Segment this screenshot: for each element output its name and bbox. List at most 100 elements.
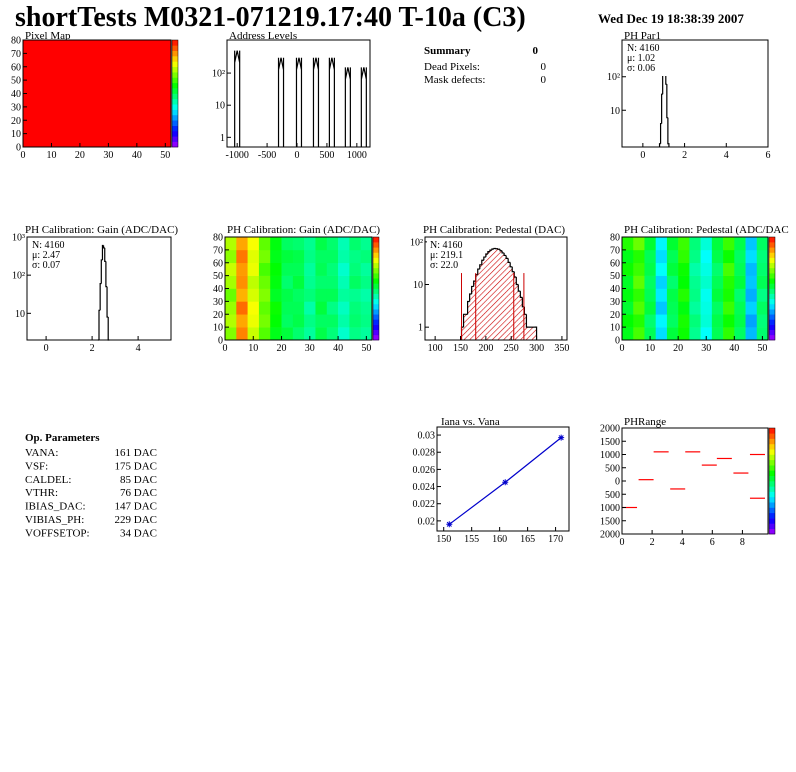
colorbar-segment <box>769 470 775 476</box>
panel-title: PH Calibration: Gain (ADC/DAC) <box>25 224 178 236</box>
y-tick-label: 10 <box>11 129 21 140</box>
colorbar-segment <box>373 319 379 325</box>
hist-fill <box>485 253 488 340</box>
x-tick-label: 40 <box>333 343 343 354</box>
panel: 0 2 4 6 8 2000 1500 1000 500 0 500 1000 1500 2000 <box>600 424 776 548</box>
param-value: 34 DAC <box>120 527 157 539</box>
heatmap-cell <box>723 275 735 289</box>
heatmap-cell <box>666 275 679 289</box>
heatmap-cell <box>622 314 634 328</box>
x-tick-label: 30 <box>305 343 315 354</box>
heatmap-cell <box>689 249 701 264</box>
heatmap-cell <box>700 262 713 276</box>
hist-fill <box>461 327 464 340</box>
heatmap-cell <box>247 249 260 264</box>
heatmap-cell <box>711 301 724 315</box>
panel-title: PH Calibration: Gain (ADC/DAC) <box>227 224 380 236</box>
hist-bin <box>103 245 105 249</box>
x-tick-label: 6 <box>766 150 771 161</box>
colorbar-segment <box>769 449 775 455</box>
colorbar-segment <box>769 273 775 279</box>
spike <box>344 67 351 147</box>
heatmap-cell <box>338 301 350 315</box>
colorbar-segment <box>373 309 379 315</box>
colorbar-segment <box>172 120 178 126</box>
hist-fill <box>491 249 494 340</box>
y-tick-label: 2000 <box>600 424 620 435</box>
heatmap-cell <box>723 314 735 328</box>
heatmap-cell <box>326 275 339 289</box>
colorbar-segment <box>172 109 178 116</box>
colorbar-segment <box>769 507 775 514</box>
colorbar-segment <box>769 303 775 310</box>
y-tick-label: 10 <box>413 280 423 291</box>
heatmap-cell <box>360 288 373 302</box>
hist-bin <box>473 280 476 287</box>
hist-fill <box>496 248 499 340</box>
heatmap-cell <box>315 288 328 302</box>
heatmap-cell <box>723 301 735 315</box>
y-tick-label: 50 <box>610 271 620 282</box>
hist-bin <box>462 313 466 328</box>
colorbar-segment <box>769 242 775 248</box>
colorbar-segment <box>373 334 379 341</box>
y-tick-label: 1500 <box>600 437 620 448</box>
heatmap-cell <box>689 262 701 276</box>
heatmap-cell <box>338 288 350 302</box>
x-tick-label: 350 <box>554 343 569 354</box>
heatmap-cell <box>270 288 282 302</box>
hist-bin <box>519 291 523 298</box>
param-value: 85 DAC <box>120 474 157 486</box>
heatmap-cell <box>655 314 668 328</box>
y-tick-label: 0.022 <box>413 499 436 510</box>
hist-fill <box>467 301 470 340</box>
hist-fill <box>514 276 517 340</box>
colorbar-segment <box>172 61 178 68</box>
y-tick-label: 0 <box>218 336 223 347</box>
heatmap-cell <box>247 327 260 341</box>
panel: -1000 -500 0 500 1000 1 10 10² <box>212 39 371 161</box>
heatmap-cell <box>655 249 668 264</box>
heatmap-cell <box>236 327 248 341</box>
heatmap-cell <box>23 40 172 148</box>
x-tick-label: -1000 <box>225 150 248 161</box>
colorbar-segment <box>373 242 379 248</box>
stats-text: σ: 22.0 <box>430 260 458 271</box>
summary-label: Mask defects: <box>424 74 485 86</box>
x-tick-label: 0 <box>620 537 625 548</box>
colorbar-segment <box>769 314 775 320</box>
colorbar-segment <box>172 141 178 148</box>
heatmap-cell <box>756 237 769 251</box>
heatmap-cell <box>225 327 237 341</box>
x-tick-label: 155 <box>464 534 479 545</box>
hist-bin <box>483 256 486 261</box>
stats-text: N: 4160 <box>430 240 463 251</box>
hist-bin <box>509 262 513 268</box>
colorbar-segment <box>769 523 775 529</box>
heatmap-cell <box>622 301 634 315</box>
heatmap-cell <box>349 275 361 289</box>
heatmap-cell <box>338 327 350 341</box>
colorbar-segment <box>769 465 775 471</box>
heatmap-cell <box>633 301 645 315</box>
y-tick-label: 10³ <box>12 233 25 244</box>
hist-bin <box>523 306 527 315</box>
y-tick-label: 80 <box>213 233 223 244</box>
y-tick-label: 0 <box>615 477 620 488</box>
hist-bin <box>477 268 480 275</box>
colorbar-segment <box>769 491 775 498</box>
heatmap-cell <box>270 249 282 264</box>
colorbar-segment <box>769 309 775 315</box>
spike <box>328 57 335 147</box>
heatmap-cell <box>270 314 282 328</box>
hist-bin <box>507 258 511 263</box>
heatmap-cell <box>360 262 373 276</box>
y-tick-label: 0.028 <box>413 448 436 459</box>
param-label: CALDEL: <box>25 474 71 486</box>
y-tick-label: 30 <box>213 297 223 308</box>
x-tick-label: 500 <box>319 150 334 161</box>
heatmap-cell <box>304 275 316 289</box>
stats-text: σ: 0.06 <box>627 63 655 74</box>
heatmap-cell <box>723 237 735 251</box>
